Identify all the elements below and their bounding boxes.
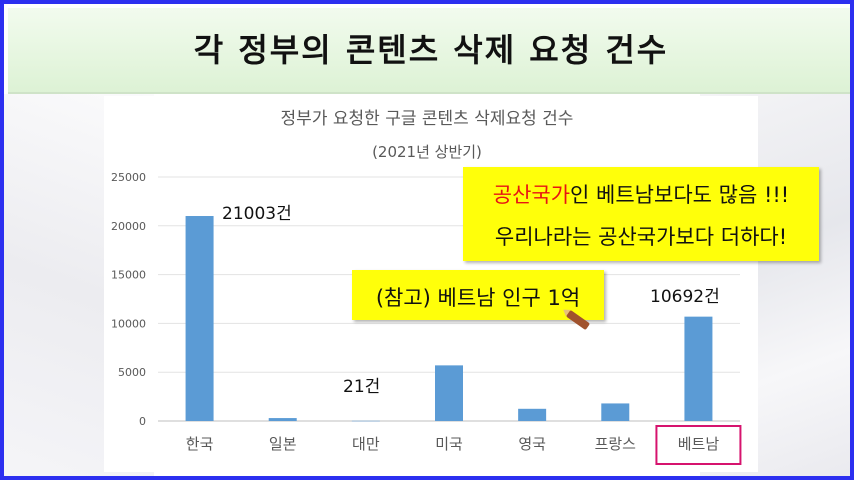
highlight-box-vietnam xyxy=(655,425,742,465)
chart-title: 정부가 요청한 구글 콘텐츠 삭제요청 건수 xyxy=(281,109,574,129)
y-tick-label: 25000 xyxy=(111,171,146,184)
x-category-label: 프랑스 xyxy=(595,435,637,453)
x-category-label: 영국 xyxy=(518,435,546,453)
slide-title: 각 정부의 콘텐츠 삭제 요청 건수 xyxy=(193,31,669,69)
y-tick-label: 5000 xyxy=(118,366,146,379)
bar-6 xyxy=(684,316,713,421)
korea-value-annotation: 21003건 xyxy=(222,204,292,224)
taiwan-value-annotation: 21건 xyxy=(343,377,380,397)
callout-line-1: 공산국가인 베트남보다도 많음 !!! xyxy=(463,179,819,209)
y-tick-label: 10000 xyxy=(111,317,146,330)
callout-population-text: (참고) 베트남 인구 1억 xyxy=(375,286,581,310)
x-category-label: 한국 xyxy=(186,435,214,453)
bar-4 xyxy=(518,408,547,421)
callout-line-1-rest: 인 베트남보다도 많음 !!! xyxy=(570,183,790,207)
bar-0 xyxy=(185,216,214,421)
bar-1 xyxy=(268,418,297,421)
callout-line-2: 우리나라는 공산국가보다 더하다! xyxy=(494,225,788,249)
bar-2 xyxy=(351,420,380,422)
x-category-label: 일본 xyxy=(269,435,297,453)
slide-header: 각 정부의 콘텐츠 삭제 요청 건수 xyxy=(8,8,850,94)
chart-subtitle: (2021년 상반기) xyxy=(372,143,482,161)
callout-note-communist: 공산국가인 베트남보다도 많음 !!! 우리나라는 공산국가보다 더하다! xyxy=(463,167,819,261)
x-category-label: 미국 xyxy=(435,435,463,453)
y-tick-label: 0 xyxy=(139,415,146,428)
callout-red-text: 공산국가 xyxy=(492,183,571,207)
bar-5 xyxy=(601,403,630,421)
vietnam-value-annotation: 10692건 xyxy=(650,287,720,307)
x-category-label: 대만 xyxy=(352,435,380,453)
bar-3 xyxy=(435,365,463,421)
y-tick-label: 20000 xyxy=(111,220,146,233)
x-category-label: 베트남 xyxy=(678,435,720,453)
y-tick-label: 15000 xyxy=(111,269,146,282)
